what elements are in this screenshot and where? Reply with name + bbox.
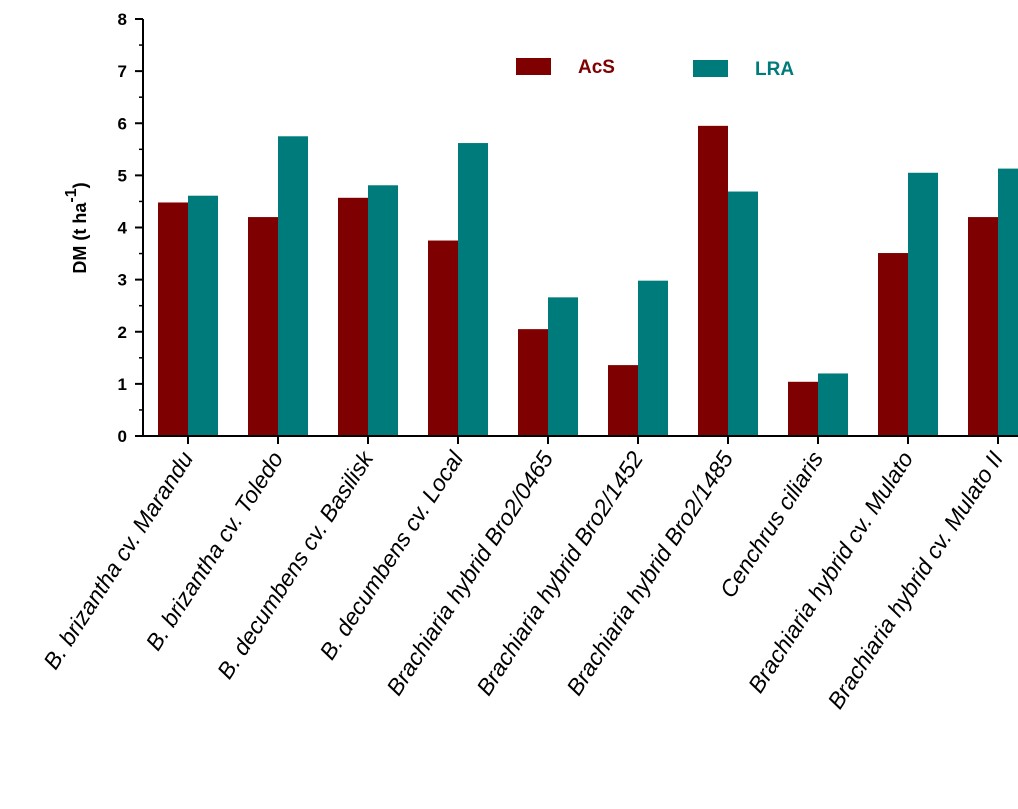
y-tick-label: 1: [118, 375, 127, 394]
legend-label-acs: AcS: [578, 57, 615, 78]
bar-lra: [638, 280, 668, 436]
x-tick-label: Brachiaria hybrid cv. Mulato II: [822, 446, 1008, 713]
y-axis-label: DM (t ha-1): [63, 182, 90, 273]
x-tick-label: Brachiaria hybrid cv. Mulato: [743, 446, 919, 697]
bar-acs: [878, 253, 908, 436]
y-tick-label: 4: [118, 219, 128, 238]
bar-lra: [728, 191, 758, 436]
x-tick-label: B. decumbens cv. Basilisk: [212, 445, 379, 683]
x-tick-label: B. brizantha cv. Marandu: [38, 446, 198, 673]
legend: AcS LRA: [516, 57, 794, 80]
y-axis-label-close: ): [70, 182, 90, 188]
bar-lra: [548, 297, 578, 436]
y-tick-label: 0: [118, 427, 127, 446]
bars-group: [158, 125, 1018, 437]
y-axis-label-main: DM (t ha: [70, 202, 90, 274]
bar-acs: [788, 381, 818, 436]
bar-acs: [158, 202, 188, 436]
bar-lra: [458, 143, 488, 436]
y-tick-label: 2: [118, 323, 127, 342]
bar-acs: [698, 125, 728, 436]
bar-acs: [518, 329, 548, 436]
legend-label-lra: LRA: [755, 59, 794, 80]
bar-acs: [608, 365, 638, 436]
y-tick-label: 8: [118, 10, 127, 29]
x-tick-label: Brachiaria hybrid Bro2/1485: [561, 446, 738, 699]
legend-swatch-acs: [516, 58, 551, 75]
y-tick-label: 7: [118, 62, 127, 81]
bar-lra: [188, 195, 218, 436]
y-tick-label: 5: [118, 166, 127, 185]
x-tick-label: Brachiaria hybrid Bro2/0465: [381, 446, 558, 699]
bar-lra: [368, 185, 398, 436]
x-tick-label: Brachiaria hybrid Bro2/1452: [471, 446, 648, 699]
bar-lra: [278, 136, 308, 436]
bar-lra: [908, 172, 938, 437]
y-tick-label: 6: [118, 114, 127, 133]
y-ticks-group: 0 1 2 3 4 5 6 7 8: [118, 10, 143, 446]
y-tick-label: 3: [118, 271, 127, 290]
legend-swatch-lra: [693, 60, 728, 77]
bar-acs: [968, 217, 998, 436]
bar-lra: [818, 373, 848, 436]
bar-acs: [338, 197, 368, 436]
bar-acs: [428, 240, 458, 436]
bar-lra: [998, 168, 1018, 436]
bar-acs: [248, 217, 278, 436]
y-axis-label-superscript: -1: [63, 188, 80, 202]
